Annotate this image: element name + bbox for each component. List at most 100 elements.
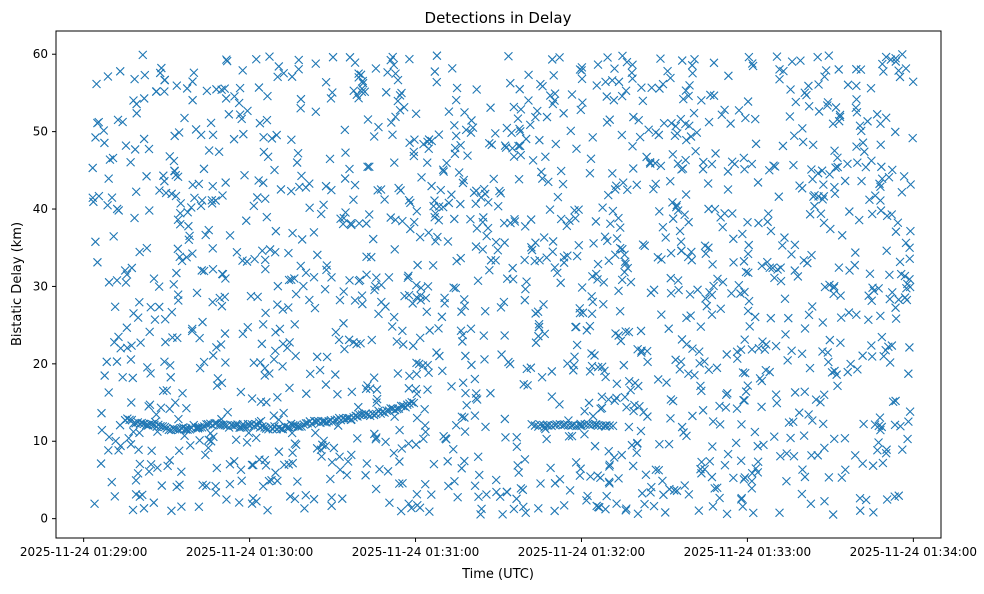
clutter-point bbox=[311, 59, 321, 69]
clutter-point bbox=[194, 502, 204, 512]
clutter-point bbox=[785, 112, 795, 121]
clutter-point bbox=[311, 107, 321, 117]
clutter-point bbox=[254, 176, 264, 185]
clutter-point bbox=[797, 123, 807, 133]
clutter-point bbox=[578, 98, 587, 107]
clutter-point bbox=[903, 434, 912, 444]
clutter-point bbox=[605, 460, 615, 470]
clutter-point bbox=[214, 147, 224, 157]
clutter-point bbox=[840, 465, 850, 475]
clutter-point bbox=[91, 237, 100, 247]
clutter-point bbox=[514, 468, 524, 477]
clutter-point bbox=[309, 494, 319, 504]
clutter-point bbox=[142, 363, 152, 372]
clutter-point bbox=[175, 208, 185, 218]
clutter-point bbox=[350, 296, 360, 305]
clutter-point bbox=[651, 128, 661, 137]
clutter-point bbox=[166, 372, 176, 382]
clutter-point bbox=[605, 478, 614, 488]
clutter-point bbox=[857, 176, 866, 186]
clutter-point bbox=[677, 422, 687, 432]
clutter-point bbox=[236, 465, 246, 475]
clutter-point bbox=[621, 327, 631, 336]
clutter-point bbox=[172, 482, 182, 492]
clutter-point bbox=[251, 54, 261, 64]
clutter-point bbox=[534, 331, 543, 341]
clutter-point bbox=[718, 222, 728, 232]
clutter-point bbox=[175, 219, 185, 229]
clutter-point bbox=[424, 507, 434, 517]
clutter-point bbox=[855, 493, 865, 503]
clutter-point bbox=[547, 55, 557, 64]
clutter-point bbox=[188, 180, 198, 190]
clutter-point bbox=[555, 52, 564, 62]
clutter-point bbox=[451, 283, 461, 293]
clutter-point bbox=[697, 468, 706, 478]
clutter-point bbox=[824, 51, 834, 60]
clutter-point bbox=[559, 252, 569, 262]
clutter-point bbox=[743, 306, 753, 316]
clutter-point bbox=[626, 385, 636, 395]
clutter-point bbox=[686, 132, 696, 141]
clutter-point bbox=[327, 493, 337, 502]
clutter-point bbox=[163, 461, 173, 471]
clutter-point bbox=[799, 255, 809, 265]
clutter-point bbox=[376, 297, 386, 307]
clutter-point bbox=[493, 201, 503, 211]
clutter-point bbox=[212, 381, 222, 391]
clutter-point bbox=[743, 268, 753, 278]
clutter-point bbox=[257, 246, 267, 256]
clutter-point bbox=[872, 109, 882, 119]
clutter-point bbox=[810, 201, 819, 211]
clutter-point bbox=[516, 104, 526, 114]
clutter-point bbox=[388, 130, 397, 140]
clutter-point bbox=[887, 287, 897, 297]
clutter-point bbox=[875, 413, 885, 422]
clutter-point bbox=[867, 296, 877, 306]
clutter-point bbox=[766, 313, 776, 323]
clutter-point bbox=[461, 388, 470, 398]
clutter-point bbox=[273, 281, 283, 291]
clutter-point bbox=[737, 419, 746, 429]
clutter-point bbox=[856, 126, 866, 136]
clutter-point bbox=[139, 94, 149, 103]
clutter-point bbox=[252, 193, 262, 202]
clutter-point bbox=[221, 178, 231, 187]
clutter-point bbox=[589, 238, 598, 248]
clutter-point bbox=[460, 351, 470, 361]
clutter-point bbox=[105, 155, 115, 165]
clutter-point bbox=[672, 200, 682, 210]
clutter-point bbox=[361, 470, 370, 480]
clutter-point bbox=[232, 247, 242, 257]
clutter-point bbox=[744, 296, 754, 306]
clutter-point bbox=[411, 440, 421, 450]
clutter-point bbox=[876, 206, 886, 215]
clutter-point bbox=[881, 448, 891, 458]
clutter-point bbox=[116, 343, 126, 353]
clutter-point bbox=[447, 64, 457, 73]
clutter-point bbox=[409, 217, 419, 227]
clutter-point bbox=[322, 265, 331, 275]
clutter-point bbox=[204, 435, 214, 445]
clutter-point bbox=[650, 158, 660, 168]
clutter-point bbox=[455, 199, 465, 209]
clutter-point bbox=[600, 366, 609, 376]
clutter-point bbox=[285, 492, 295, 501]
clutter-point bbox=[471, 199, 481, 209]
track-point bbox=[309, 416, 319, 426]
clutter-point bbox=[130, 213, 139, 223]
plot-frame bbox=[55, 30, 942, 539]
clutter-point bbox=[513, 460, 523, 470]
clutter-point bbox=[851, 103, 861, 113]
clutter-point bbox=[825, 280, 834, 290]
clutter-point bbox=[865, 195, 874, 205]
clutter-point bbox=[225, 479, 235, 489]
track-point bbox=[239, 422, 248, 432]
clutter-point bbox=[525, 120, 535, 130]
clutter-point bbox=[707, 159, 717, 169]
clutter-point bbox=[187, 249, 197, 258]
clutter-point bbox=[405, 198, 415, 208]
clutter-point bbox=[357, 299, 367, 309]
